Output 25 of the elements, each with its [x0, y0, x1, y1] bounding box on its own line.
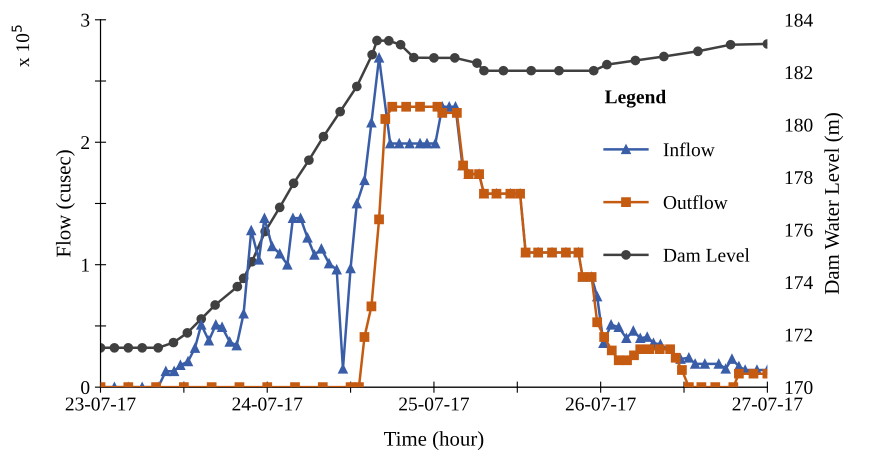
x-tick-label: 24-07-17 — [232, 397, 302, 411]
x-tick-label: 23-07-17 — [66, 397, 136, 411]
x-axis-title: Time (hour) — [384, 431, 484, 450]
y2-tick-label: 184 — [786, 14, 813, 27]
y2-tick-label: 178 — [786, 171, 812, 184]
x-tick-label: 25-07-17 — [399, 397, 470, 411]
y2-tick-label: 170 — [786, 380, 812, 394]
y2-tick-label: 172 — [786, 328, 812, 342]
y-tick-label: 0 — [81, 380, 90, 394]
y2-tick-label: 180 — [786, 118, 812, 132]
x-tick-label: 26-07-17 — [566, 397, 636, 411]
y-tick-label: 2 — [81, 136, 90, 149]
legend-label: Outflow — [664, 195, 728, 210]
y-axis-title: Flow (cusec) — [56, 150, 75, 257]
legend-title: Legend — [604, 90, 666, 108]
y2-tick-label: 182 — [786, 66, 812, 80]
legend-label: Dam Level — [664, 248, 750, 262]
legend-label: Inflow — [664, 142, 715, 156]
x-tick-label: 27-07-17 — [732, 397, 802, 411]
y2-tick-label: 174 — [786, 276, 813, 289]
y-tick-label: 3 — [81, 14, 90, 27]
text: x 10$^{5}$ — [12, 25, 30, 67]
y-tick-label: 1 — [82, 258, 89, 272]
y2-tick-label: 176 — [786, 224, 813, 237]
y2-axis-title: Dam Water Level (m) — [824, 113, 844, 294]
